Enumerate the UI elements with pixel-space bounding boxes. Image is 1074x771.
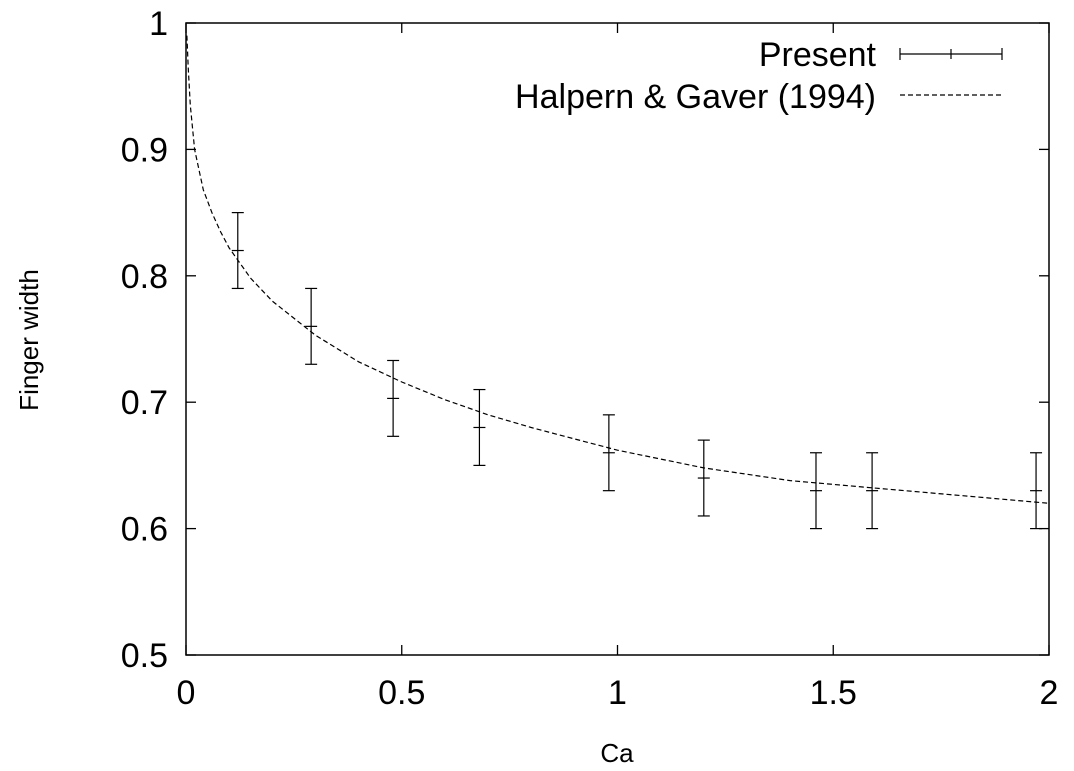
legend: Present Halpern & Gaver (1994): [515, 36, 1003, 116]
tick-labels: 0 0.5 1 1.5 20.50.60.70.80.91: [121, 5, 1059, 712]
present-point-7: [866, 452, 879, 530]
y-axis-title: Finger width: [14, 269, 44, 411]
y-tick-label-3: 0.8: [121, 258, 168, 296]
halpern-gaver-curve: [186, 35, 1049, 504]
present-point-2: [387, 359, 400, 437]
present-point-0: [231, 212, 244, 290]
x-tick-label-3: 1.5: [810, 674, 857, 712]
y-tick-label-1: 0.6: [121, 511, 168, 549]
legend-label-present: Present: [759, 36, 877, 74]
y-tick-label-2: 0.7: [121, 384, 168, 422]
present-point-3: [473, 388, 486, 466]
present-point-4: [602, 414, 615, 492]
plot-frame: [185, 22, 1050, 656]
legend-label-halpern-gaver: Halpern & Gaver (1994): [515, 78, 876, 116]
y-tick-label-0: 0.5: [121, 637, 168, 675]
x-axis-title: Ca: [600, 738, 634, 768]
x-tick-label-2: 1: [608, 674, 627, 712]
tick-marks: [185, 22, 1050, 656]
present-point-5: [697, 439, 710, 517]
present-point-8: [1030, 452, 1043, 530]
x-tick-label-1: 0.5: [378, 674, 425, 712]
y-tick-label-4: 0.9: [121, 131, 168, 169]
series: [186, 35, 1049, 530]
present-point-1: [305, 287, 318, 365]
y-tick-label-5: 1: [149, 5, 168, 43]
legend-swatch-present: [899, 48, 1003, 60]
present-point-6: [809, 452, 822, 530]
x-tick-label-4: 2: [1040, 674, 1059, 712]
axes: [185, 22, 1050, 656]
x-tick-label-0: 0: [177, 674, 196, 712]
